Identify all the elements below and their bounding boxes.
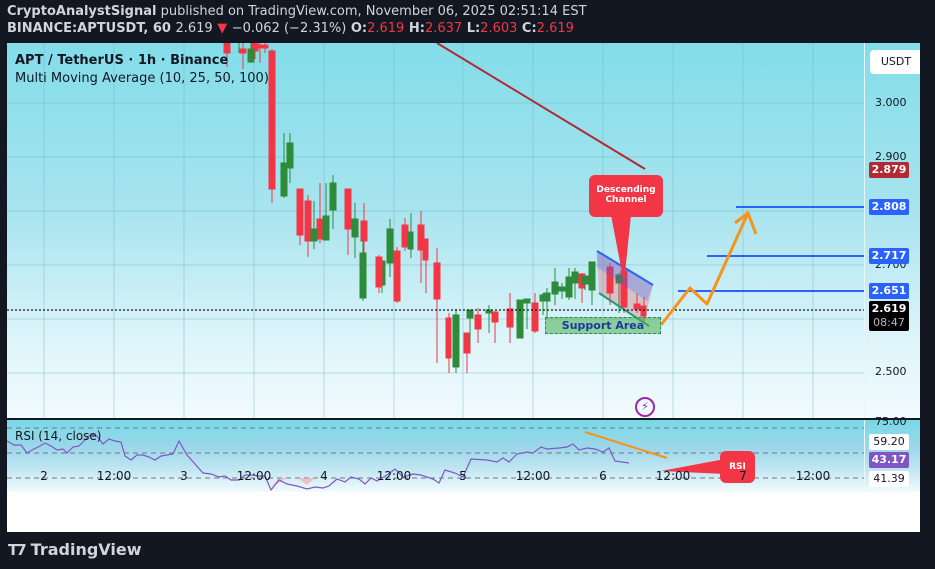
rsi-divergence-line: [584, 431, 668, 459]
ma-price-label: 2.879: [869, 162, 909, 178]
descending-channel-callout: Descending Channel: [589, 175, 663, 217]
rsi-value-label: 43.17: [869, 452, 909, 468]
time-tick: 4: [320, 469, 328, 483]
target-3-label: 2.808: [869, 199, 909, 215]
price-tick: 3.000: [875, 96, 907, 109]
candles: [223, 43, 647, 373]
frame-border: [920, 43, 928, 532]
chart-legend-title[interactable]: APT / TetherUS · 1h · Binance: [15, 53, 229, 68]
last-price: 2.619: [175, 21, 213, 36]
currency-button[interactable]: USDT: [870, 50, 922, 74]
time-tick: 7: [739, 469, 747, 483]
tradingview-footer: T7 TradingView: [8, 540, 142, 559]
price-chart-svg: [7, 43, 864, 419]
low-value: 2.603: [480, 21, 518, 36]
publish-header: CryptoAnalystSignal published on Trading…: [7, 3, 587, 37]
chart-frame: APT / TetherUS · 1h · Binance Multi Movi…: [7, 43, 927, 532]
rsi-tick: 75.00: [875, 415, 907, 428]
price-tick: 2.900: [875, 150, 907, 163]
rsi-line: [7, 433, 630, 492]
bar-countdown: 08:47: [873, 316, 905, 329]
symbol-label: BINANCE:APTUSDT, 60: [7, 21, 171, 36]
moving-average-line: [436, 43, 646, 170]
open-value: 2.619: [367, 21, 405, 36]
descending-channel-fill: [597, 251, 653, 323]
time-tick: 12:00: [236, 469, 272, 483]
rsi-lower-label: 41.39: [869, 471, 909, 487]
support-area-box: Support Area: [545, 317, 661, 334]
projection-arrow: [659, 212, 750, 326]
price-change: −0.062 (−2.31%): [231, 21, 347, 36]
time-tick: 12:00: [515, 469, 551, 483]
open-label: O:: [350, 21, 368, 36]
target-2-label: 2.717: [869, 248, 909, 264]
indicator-legend[interactable]: Multi Moving Average (10, 25, 50, 100): [15, 71, 269, 86]
brand-name: TradingView: [30, 540, 142, 559]
time-tick: 6: [599, 469, 607, 483]
target-1-label: 2.651: [869, 283, 909, 299]
time-tick: 3: [180, 469, 188, 483]
time-tick: 12:00: [795, 469, 831, 483]
price-tick: 2.500: [875, 365, 907, 378]
rsi-legend[interactable]: RSI (14, close): [15, 429, 102, 443]
rsi-callout: RSI: [720, 451, 755, 483]
pane-separator[interactable]: [7, 418, 927, 420]
close-value: 2.619: [536, 21, 574, 36]
last-price-label: 2.619 08:47: [869, 301, 909, 331]
last-price-value: 2.619: [871, 302, 907, 315]
author-name[interactable]: CryptoAnalystSignal: [7, 4, 157, 19]
down-arrow-icon: ▼: [217, 21, 228, 36]
lightning-event-icon[interactable]: ⚡: [635, 397, 655, 417]
high-label: H:: [408, 21, 425, 36]
price-pane[interactable]: APT / TetherUS · 1h · Binance Multi Movi…: [7, 43, 864, 419]
time-tick: 12:00: [655, 469, 691, 483]
close-label: C:: [521, 21, 537, 36]
rsi-pane[interactable]: RSI (14, close) RSI: [7, 420, 864, 492]
published-text: published on TradingView.com, November 0…: [160, 4, 587, 19]
time-tick: 5: [459, 469, 467, 483]
low-label: L:: [466, 21, 481, 36]
tradingview-logo-icon: T7: [8, 540, 27, 559]
high-value: 2.637: [424, 21, 463, 36]
rsi-upper-label: 59.20: [869, 434, 909, 450]
time-axis[interactable]: [7, 492, 927, 532]
time-tick: 12:00: [96, 469, 132, 483]
time-tick: 2: [40, 469, 48, 483]
price-axis[interactable]: [864, 43, 927, 419]
time-tick: 12:00: [376, 469, 412, 483]
